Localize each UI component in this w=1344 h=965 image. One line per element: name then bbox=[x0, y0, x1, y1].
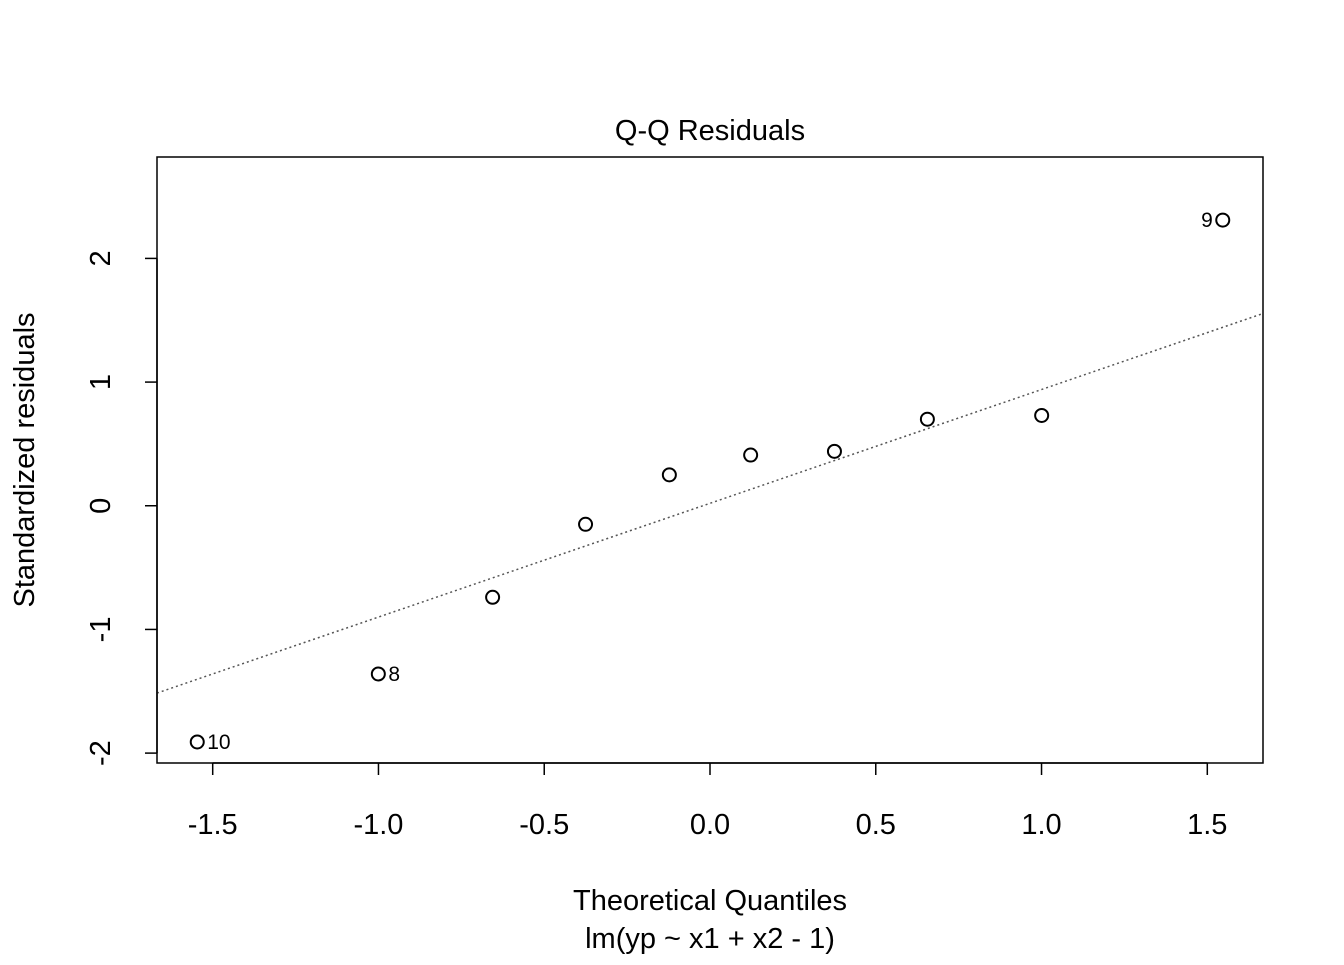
point-label: 9 bbox=[1201, 209, 1213, 232]
x-tick-label: -0.5 bbox=[519, 809, 569, 841]
point-label: 8 bbox=[388, 663, 400, 686]
y-tick-label: 2 bbox=[85, 250, 117, 266]
x-tick-label: -1.0 bbox=[353, 809, 403, 841]
plot-frame bbox=[156, 156, 1264, 764]
x-tick-label: 0.5 bbox=[856, 809, 896, 841]
data-point bbox=[826, 443, 842, 459]
y-tick-label: -1 bbox=[85, 617, 117, 643]
points-layer: 10 8 9 bbox=[189, 209, 1231, 754]
point-label: 10 bbox=[207, 731, 230, 754]
reference-line bbox=[156, 312, 1264, 694]
data-point bbox=[1034, 407, 1050, 423]
x-tick-label: -1.5 bbox=[188, 809, 238, 841]
x-tick-label: 1.5 bbox=[1187, 809, 1227, 841]
data-point bbox=[189, 734, 205, 750]
y-tick-label: -2 bbox=[85, 740, 117, 766]
y-tick-label: 0 bbox=[85, 498, 117, 514]
chart-subtitle: lm(yp ~ x1 + x2 - 1) bbox=[585, 923, 835, 955]
y-axis-label: Standardized residuals bbox=[9, 312, 41, 607]
data-point bbox=[919, 411, 935, 427]
chart-title: Q-Q Residuals bbox=[615, 115, 805, 147]
x-tick-label: 1.0 bbox=[1021, 809, 1061, 841]
x-tick-label: 0.0 bbox=[690, 809, 730, 841]
x-axis-label: Theoretical Quantiles bbox=[573, 885, 847, 917]
data-point bbox=[370, 666, 386, 682]
x-axis: -1.5 -1.0 -0.5 0.0 0.5 1.0 1.5 bbox=[188, 762, 1227, 841]
data-point bbox=[485, 589, 501, 605]
data-point bbox=[743, 447, 759, 463]
reference-line-layer bbox=[156, 312, 1264, 694]
data-point bbox=[578, 516, 594, 532]
data-point bbox=[661, 467, 677, 483]
y-tick-label: 1 bbox=[85, 374, 117, 390]
data-point bbox=[1215, 212, 1231, 228]
y-axis: -2 -1 0 1 2 bbox=[85, 250, 158, 766]
